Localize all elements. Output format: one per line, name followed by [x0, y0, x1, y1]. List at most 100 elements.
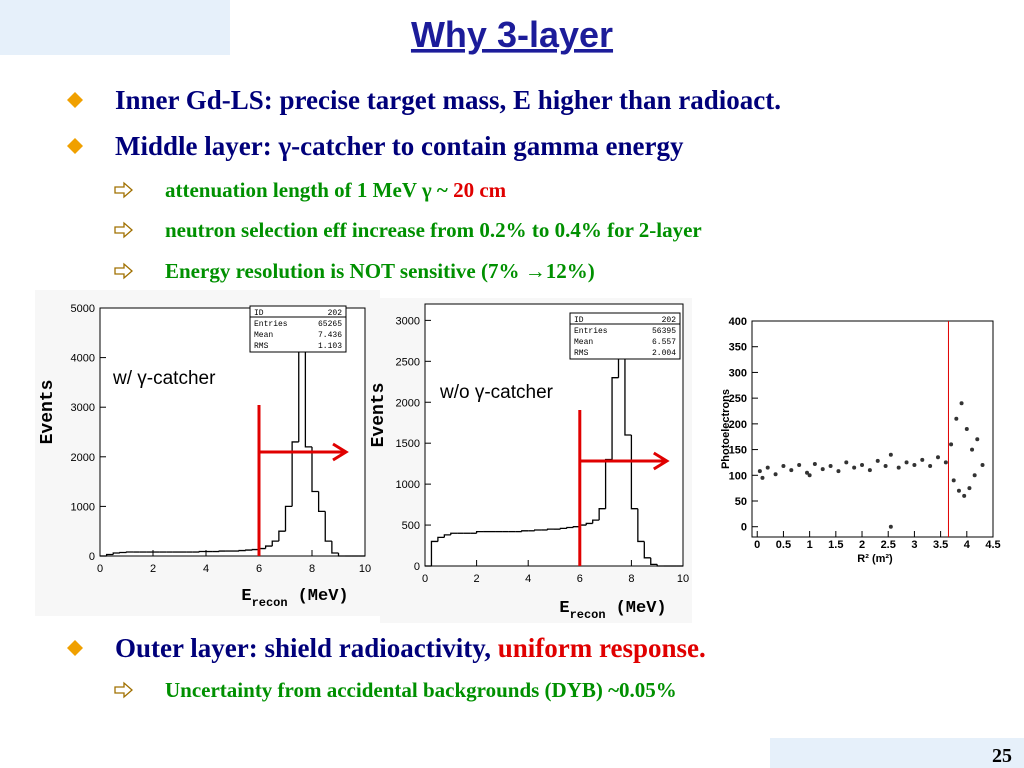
sub-bullet-text: Uncertainty from accidental backgrounds …: [165, 678, 677, 702]
cut-arrow-head: [332, 442, 349, 462]
sub-bullet-arrow: [114, 681, 133, 699]
stats-name: ID: [574, 316, 584, 325]
x-label-symbol: E: [559, 599, 569, 618]
scatter-point: [797, 463, 802, 467]
histogram-bin: [317, 491, 326, 513]
x-tick-label: 4.5: [985, 539, 1000, 551]
y-tick-label: 1500: [396, 438, 420, 450]
histogram-bin: [521, 530, 529, 532]
y-tick-label: 100: [729, 470, 747, 482]
x-label-unit: (MeV): [298, 587, 349, 606]
x-label-symbol: E: [241, 587, 251, 606]
scatter-point: [807, 473, 812, 478]
text-segment: attenuation length of 1 MeV γ ~: [165, 178, 453, 202]
scatter-point: [757, 469, 762, 474]
stats-name: RMS: [574, 349, 589, 358]
y-tick-label: 350: [729, 342, 747, 354]
stats-value: 7.436: [318, 331, 342, 340]
x-tick-label: 10: [359, 563, 371, 575]
text-segment: uniform response.: [498, 633, 706, 663]
y-tick-label: 2000: [396, 397, 420, 409]
x-axis-label: Erecon (MeV): [559, 599, 666, 622]
scatter-point: [860, 463, 865, 467]
sub-bullet-text: attenuation length of 1 MeV γ ~ 20 cm: [165, 178, 507, 202]
annotation-bg: [110, 363, 250, 391]
scatter-point: [980, 463, 985, 467]
y-tick-label: 200: [729, 419, 747, 431]
stats-value: 6.557: [652, 338, 676, 347]
y-tick-label: 3000: [71, 402, 95, 414]
scatter-point: [935, 455, 940, 460]
x-tick-label: 2: [150, 563, 156, 575]
y-tick-label: 0: [741, 522, 747, 534]
x-tick-label: 0: [754, 539, 760, 551]
y-tick-label: 4000: [71, 353, 95, 365]
histogram-bin: [572, 526, 580, 528]
scatter-point: [805, 470, 810, 475]
scatter-point: [967, 486, 972, 491]
x-tick-label: 6: [577, 573, 583, 585]
x-tick-label: 0: [97, 563, 103, 575]
scatter-point: [852, 465, 857, 470]
scatter-point: [781, 464, 786, 469]
histogram-bin: [656, 564, 664, 567]
x-tick-label: 4: [203, 563, 209, 575]
sub-bullet-text: neutron selection eff increase from 0.2%…: [165, 218, 702, 242]
plot-frame: [751, 320, 994, 538]
x-tick-label: 3.5: [933, 539, 948, 551]
stats-name: Entries: [254, 320, 288, 329]
x-tick-label: 8: [309, 563, 315, 575]
y-tick-label: 300: [729, 367, 747, 379]
y-tick-label: 1000: [71, 501, 95, 513]
scatter-point: [820, 467, 825, 472]
scatter-point: [959, 401, 964, 406]
scatter-point: [888, 452, 893, 457]
stats-name: Mean: [574, 338, 593, 347]
scatter-point: [975, 437, 980, 442]
stats-name: Mean: [254, 331, 273, 340]
scatter-point: [904, 460, 909, 465]
scatter-point: [964, 427, 969, 431]
stats-value: 1.103: [318, 342, 342, 351]
y-tick-label: 2500: [396, 356, 420, 368]
y-tick-label: 400: [729, 316, 747, 328]
histogram-bin: [311, 446, 319, 493]
x-label-sub: recon: [252, 596, 288, 610]
scatter-point: [920, 457, 925, 462]
stats-name: RMS: [254, 342, 269, 351]
sub-bullet-arrow: [114, 262, 133, 280]
scatter-point: [888, 524, 893, 529]
histogram-bin: [430, 540, 438, 566]
x-tick-label: 0: [422, 573, 428, 585]
scatter-point: [954, 416, 959, 421]
histogram-bin: [592, 519, 600, 524]
histogram-bin: [566, 526, 574, 529]
scatter-point: [912, 463, 917, 467]
histogram-bin: [331, 541, 339, 554]
scatter-point: [844, 460, 849, 465]
annotation: w/o γ-catcher: [439, 382, 554, 403]
histogram-bin: [650, 557, 658, 566]
x-tick-label: 1: [807, 539, 813, 551]
annotation: w/ γ-catcher: [112, 368, 216, 389]
stats-value: 202: [662, 316, 677, 325]
y-tick-label: 0: [89, 551, 95, 563]
scatter-point: [956, 488, 961, 493]
y-tick-label: 5000: [71, 303, 95, 315]
cut-arrow-head: [653, 451, 670, 471]
histogram-bin: [637, 508, 645, 543]
histogram-bin: [337, 553, 346, 557]
histogram-bin: [105, 553, 114, 556]
histogram-bin: [278, 530, 286, 542]
histogram-bin: [450, 532, 458, 535]
scatter-point: [883, 464, 888, 469]
x-label-unit: (MeV): [616, 599, 667, 618]
x-axis-label: R² (m²): [857, 553, 893, 565]
scatter-point: [928, 464, 933, 469]
stats-value: 202: [328, 309, 343, 318]
stats-value: 65265: [318, 320, 342, 329]
scatter-point: [773, 472, 778, 477]
scatter-point: [812, 461, 817, 466]
scatter-point: [962, 493, 967, 498]
